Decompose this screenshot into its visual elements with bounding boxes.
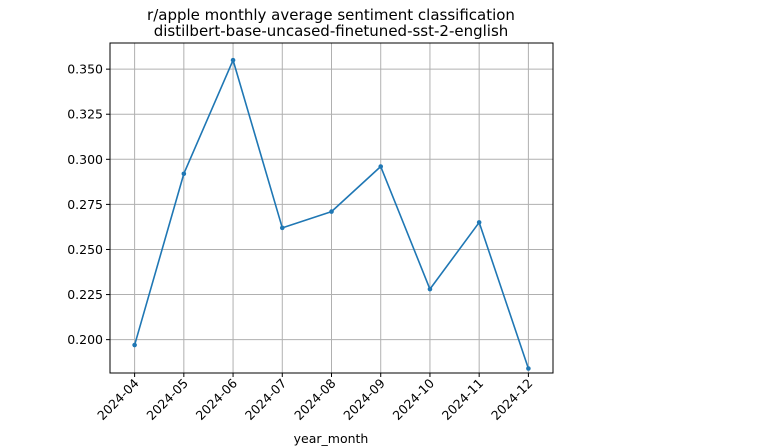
x-tick-label: 2024-09: [340, 375, 388, 423]
x-tick-label: 2024-10: [390, 375, 438, 423]
x-tick-label: 2024-06: [193, 375, 241, 423]
y-tick-label: 0.350: [67, 62, 103, 77]
y-tick-label: 0.300: [67, 152, 103, 167]
data-point: [329, 209, 334, 214]
data-point: [526, 366, 531, 371]
y-tick-label: 0.250: [67, 242, 103, 257]
x-axis-label: year_month: [294, 431, 369, 446]
x-tick-label: 2024-05: [143, 376, 191, 424]
x-tick-label: 2024-08: [291, 375, 339, 423]
data-point: [279, 225, 285, 231]
x-tick-label: 2024-07: [242, 376, 290, 424]
data-point: [132, 342, 137, 348]
grid: [110, 43, 553, 373]
x-tick-label: 2024-11: [439, 376, 487, 424]
y-tick-label: 0.275: [67, 197, 103, 212]
x-tick-label: 2024-04: [94, 375, 142, 423]
y-tick-label: 0.200: [67, 332, 103, 347]
series: [132, 57, 531, 371]
data-point: [181, 171, 187, 177]
plot-frame: [109, 42, 554, 374]
data-point: [427, 286, 433, 292]
x-tick-label: 2024-12: [488, 376, 536, 424]
y-tick-label: 0.325: [67, 107, 103, 122]
chart-title: r/apple monthly average sentiment classi…: [147, 6, 515, 24]
data-point: [378, 164, 384, 169]
chart-subtitle: distilbert-base-uncased-finetuned-sst-2-…: [154, 22, 509, 40]
data-point: [230, 57, 236, 63]
data-point: [476, 220, 482, 225]
y-tick-label: 0.225: [67, 287, 103, 302]
